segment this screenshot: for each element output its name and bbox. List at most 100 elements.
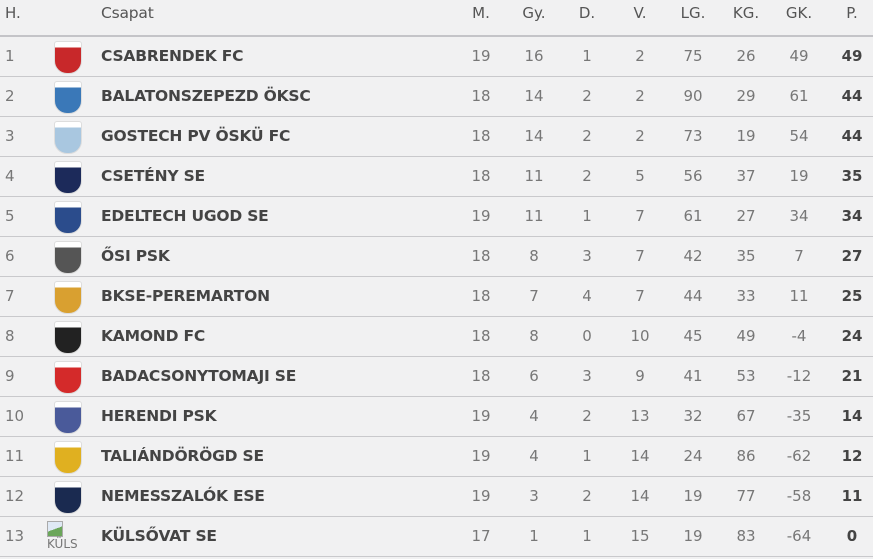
wins: 14	[524, 87, 544, 105]
team-name[interactable]: BALATONSZEPEZD ÖKSC	[101, 87, 311, 105]
team-name[interactable]: BADACSONYTOMAJI SE	[101, 367, 297, 385]
draws: 2	[582, 407, 592, 425]
table-row[interactable]: 11 TALIÁNDÖRÖGD SE 19 4 1 14 24 86 -62 12	[0, 437, 873, 477]
played: 18	[471, 87, 491, 105]
team-name[interactable]: CSETÉNY SE	[101, 167, 205, 185]
team-logo	[54, 481, 82, 514]
header-played: M.	[472, 4, 490, 22]
played: 19	[471, 207, 491, 225]
table-row[interactable]: 7 BKSE-PEREMARTON 18 7 4 7 44 33 11 25	[0, 277, 873, 317]
team-logo	[54, 161, 82, 194]
team-name[interactable]: CSABRENDEK FC	[101, 47, 244, 65]
goals-for: 45	[683, 327, 703, 345]
goals-against: 86	[736, 447, 756, 465]
draws: 4	[582, 287, 592, 305]
team-logo	[54, 441, 82, 474]
team-name[interactable]: TALIÁNDÖRÖGD SE	[101, 447, 264, 465]
goal-diff: -62	[786, 447, 812, 465]
goal-diff: 54	[789, 127, 809, 145]
draws: 1	[582, 527, 592, 545]
points: 21	[841, 367, 863, 385]
played: 18	[471, 167, 491, 185]
position: 12	[5, 487, 25, 505]
position: 7	[5, 287, 15, 305]
goals-against: 29	[736, 87, 756, 105]
goal-diff: 19	[789, 167, 809, 185]
team-name[interactable]: HERENDI PSK	[101, 407, 217, 425]
table-row[interactable]: 1 CSABRENDEK FC 19 16 1 2 75 26 49 49	[0, 37, 873, 77]
wins: 4	[529, 407, 539, 425]
losses: 10	[630, 327, 650, 345]
draws: 0	[582, 327, 592, 345]
wins: 7	[529, 287, 539, 305]
goal-diff: 7	[794, 247, 804, 265]
goals-for: 73	[683, 127, 703, 145]
losses: 7	[635, 287, 645, 305]
team-logo	[54, 241, 82, 274]
goals-against: 67	[736, 407, 756, 425]
draws: 1	[582, 47, 592, 65]
position: 8	[5, 327, 15, 345]
table-row[interactable]: 3 GOSTECH PV ÖSKÜ FC 18 14 2 2 73 19 54 44	[0, 117, 873, 157]
goal-diff: -12	[786, 367, 812, 385]
losses: 2	[635, 87, 645, 105]
table-row[interactable]: 2 BALATONSZEPEZD ÖKSC 18 14 2 2 90 29 61 44	[0, 77, 873, 117]
goal-diff: -35	[786, 407, 812, 425]
table-row[interactable]: 9 BADACSONYTOMAJI SE 18 6 3 9 41 53 -12 21	[0, 357, 873, 397]
goal-diff: 34	[789, 207, 809, 225]
goals-against: 53	[736, 367, 756, 385]
goal-diff: 61	[789, 87, 809, 105]
goals-against: 33	[736, 287, 756, 305]
goals-for: 44	[683, 287, 703, 305]
points: 44	[841, 127, 863, 145]
losses: 15	[630, 527, 650, 545]
goals-against: 26	[736, 47, 756, 65]
goals-against: 37	[736, 167, 756, 185]
team-name[interactable]: GOSTECH PV ÖSKÜ FC	[101, 127, 291, 145]
table-row[interactable]: 5 EDELTECH UGOD SE 19 11 1 7 61 27 34 34	[0, 197, 873, 237]
losses: 2	[635, 47, 645, 65]
wins: 11	[524, 167, 544, 185]
table-row[interactable]: 12 NEMESSZALÓK ESE 19 3 2 14 19 77 -58 11	[0, 477, 873, 517]
header-losses: V.	[633, 4, 647, 22]
team-logo	[54, 401, 82, 434]
played: 18	[471, 127, 491, 145]
goals-for: 41	[683, 367, 703, 385]
goal-diff: 49	[789, 47, 809, 65]
table-row[interactable]: 4 CSETÉNY SE 18 11 2 5 56 37 19 35	[0, 157, 873, 197]
team-name[interactable]: ŐSI PSK	[101, 247, 170, 265]
wins: 8	[529, 327, 539, 345]
team-name[interactable]: KAMOND FC	[101, 327, 206, 345]
broken-image-icon: KÜLS	[47, 521, 87, 555]
team-name[interactable]: EDELTECH UGOD SE	[101, 207, 269, 225]
played: 18	[471, 247, 491, 265]
team-name[interactable]: NEMESSZALÓK ESE	[101, 487, 265, 505]
team-name[interactable]: KÜLSŐVAT SE	[101, 527, 217, 545]
draws: 2	[582, 167, 592, 185]
losses: 2	[635, 127, 645, 145]
losses: 5	[635, 167, 645, 185]
team-name[interactable]: BKSE-PEREMARTON	[101, 287, 270, 305]
losses: 7	[635, 207, 645, 225]
goals-for: 19	[683, 487, 703, 505]
team-logo	[54, 361, 82, 394]
points: 34	[841, 207, 863, 225]
played: 19	[471, 47, 491, 65]
table-row[interactable]: 10 HERENDI PSK 19 4 2 13 32 67 -35 14	[0, 397, 873, 437]
goals-for: 42	[683, 247, 703, 265]
header-goals-against: KG.	[732, 4, 760, 22]
position: 9	[5, 367, 15, 385]
draws: 3	[582, 247, 592, 265]
goals-for: 19	[683, 527, 703, 545]
table-row[interactable]: 13 KÜLS KÜLSŐVAT SE 17 1 1 15 19 83 -64 0	[0, 517, 873, 557]
table-row[interactable]: 6 ŐSI PSK 18 8 3 7 42 35 7 27	[0, 237, 873, 277]
header-points: P.	[846, 4, 858, 22]
team-logo	[54, 201, 82, 234]
header-draws: D.	[578, 4, 596, 22]
table-row[interactable]: 8 KAMOND FC 18 8 0 10 45 49 -4 24	[0, 317, 873, 357]
goal-diff: -64	[786, 527, 812, 545]
wins: 14	[524, 127, 544, 145]
wins: 8	[529, 247, 539, 265]
goals-against: 83	[736, 527, 756, 545]
losses: 7	[635, 247, 645, 265]
